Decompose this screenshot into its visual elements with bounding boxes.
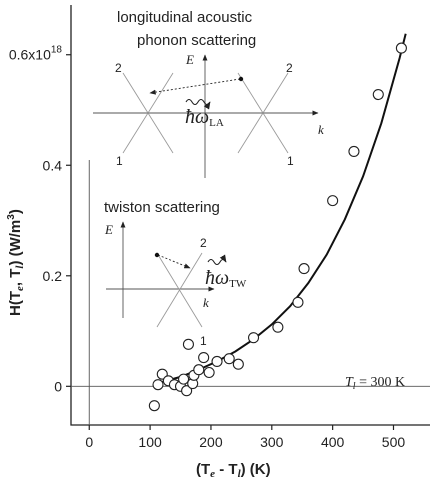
data-point — [298, 263, 310, 275]
data-point — [203, 366, 215, 379]
data-point — [272, 321, 284, 333]
inset-twiston: twiston scattering E k 2 1 ħωTW — [104, 199, 247, 348]
data-point — [292, 296, 304, 308]
data-point — [152, 379, 164, 391]
inset-la-e-label: E — [185, 52, 194, 67]
fit-curve — [162, 33, 407, 383]
y-tick-label: 0.6x1018 — [9, 45, 63, 63]
y-tick-label: 0.4 — [43, 157, 63, 173]
data-point — [327, 195, 339, 207]
data-point — [211, 355, 223, 367]
data-point — [181, 385, 193, 397]
inset-la-initial-state — [238, 76, 244, 82]
data-point — [148, 400, 160, 412]
x-tick-label: 0 — [85, 434, 93, 450]
x-tick-label: 300 — [260, 434, 284, 450]
inset-tw-branch-upper: 2 — [200, 236, 207, 250]
inset-tw-transition-arrow — [157, 254, 191, 269]
y-axis-ticks: 0 0.2 0.4 0.6x1018 — [9, 45, 71, 394]
data-point — [182, 338, 194, 350]
x-tick-label: 100 — [138, 434, 162, 450]
x-tick-label: 500 — [382, 434, 406, 450]
inset-tw-e-label: E — [104, 222, 113, 237]
y-tick-label: 0.2 — [43, 268, 63, 284]
inset-tw-k-label: k — [203, 295, 209, 310]
inset-la-right-branch-b — [237, 72, 289, 154]
inset-la-phonon: longitudinal acoustic phonon scattering … — [93, 9, 324, 178]
data-point — [178, 373, 190, 385]
inset-tw-branch-lower: 1 — [200, 334, 207, 348]
x-tick-label: 200 — [199, 434, 223, 450]
data-point — [198, 352, 210, 364]
inset-la-branch-upper-left: 2 — [115, 61, 122, 75]
inset-la-omega-label: ħωLA — [185, 106, 224, 129]
x-axis-label: (Te - Tl) (K) — [196, 461, 271, 480]
inset-tw-twiston-wave-icon — [207, 254, 227, 266]
inset-la-phonon-wave-icon — [185, 98, 211, 110]
data-point — [193, 364, 205, 376]
y-tick-label: 0 — [54, 378, 62, 394]
inset-la-branch-lower-left: 1 — [116, 154, 123, 168]
inset-la-branch-lower-right: 1 — [287, 154, 294, 168]
data-point — [247, 332, 260, 344]
data-points — [148, 42, 407, 412]
reference-line-label: Tl = 300 K — [345, 375, 405, 392]
inset-tw-title: twiston scattering — [104, 199, 220, 216]
data-point — [232, 358, 244, 370]
data-point — [395, 42, 407, 54]
inset-tw-omega-label: ħωTW — [205, 267, 247, 290]
inset-la-branch-upper-right: 2 — [286, 61, 293, 75]
y-axis-label: H(Te, Tl) (W/m3) — [6, 209, 26, 316]
inset-la-title-line2: phonon scattering — [137, 32, 256, 49]
inset-tw-initial-state — [154, 252, 160, 258]
inset-la-left-branch-b — [122, 72, 174, 154]
inset-la-k-label: k — [318, 122, 324, 137]
data-point — [372, 88, 384, 101]
inset-la-transition-arrow — [149, 78, 241, 95]
inset-tw-branch-b — [156, 252, 203, 328]
x-axis-ticks: 0 100 200 300 400 500 — [85, 425, 405, 450]
data-point — [223, 353, 235, 365]
data-point — [348, 145, 360, 157]
x-tick-label: 400 — [321, 434, 345, 450]
plot-frame — [70, 5, 430, 426]
inset-la-title-line1: longitudinal acoustic — [117, 9, 253, 26]
